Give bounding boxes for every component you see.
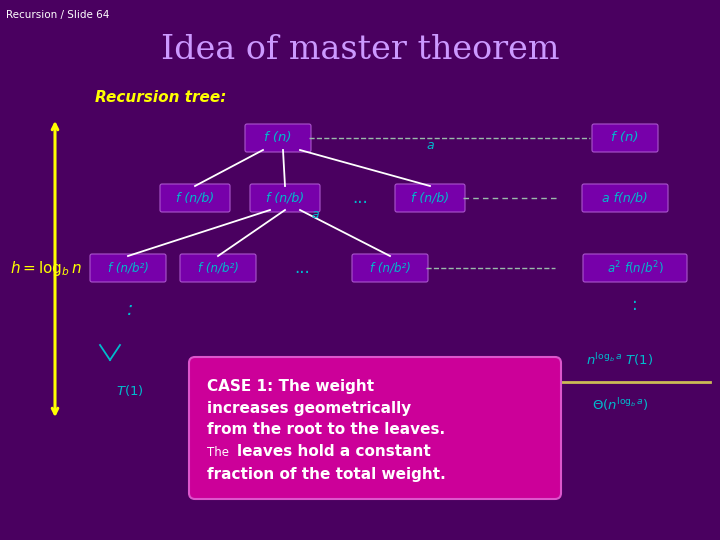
- Text: f (n/b): f (n/b): [176, 192, 214, 205]
- Text: f (n/b): f (n/b): [411, 192, 449, 205]
- FancyBboxPatch shape: [250, 184, 320, 212]
- Text: a: a: [426, 139, 434, 152]
- Text: fraction of the total weight.: fraction of the total weight.: [207, 467, 446, 482]
- Text: f (n/b²): f (n/b²): [369, 261, 410, 274]
- Text: $\Theta(n^{\log_b a})$: $\Theta(n^{\log_b a})$: [592, 396, 648, 414]
- Text: $T(1)$: $T(1)$: [116, 382, 144, 397]
- Text: Recursion / Slide 64: Recursion / Slide 64: [6, 10, 109, 20]
- Text: f (n): f (n): [264, 132, 292, 145]
- FancyBboxPatch shape: [395, 184, 465, 212]
- Text: a: a: [311, 208, 319, 221]
- Text: f (n/b): f (n/b): [266, 192, 304, 205]
- Text: :: :: [632, 296, 638, 314]
- Text: The: The: [207, 446, 229, 458]
- Text: a f(n/b): a f(n/b): [602, 192, 648, 205]
- FancyBboxPatch shape: [592, 124, 658, 152]
- Text: f (n): f (n): [611, 132, 639, 145]
- FancyBboxPatch shape: [245, 124, 311, 152]
- FancyBboxPatch shape: [90, 254, 166, 282]
- Text: $a^2\ f(n/b^2)$: $a^2\ f(n/b^2)$: [606, 259, 663, 277]
- Text: CASE 1: The weight: CASE 1: The weight: [207, 379, 374, 394]
- Text: $h = \log_b n$: $h = \log_b n$: [10, 259, 82, 278]
- FancyBboxPatch shape: [160, 184, 230, 212]
- Text: :: :: [127, 300, 133, 319]
- Text: $n^{\log_b a}\ T(1)$: $n^{\log_b a}\ T(1)$: [587, 352, 654, 368]
- Text: increases geometrically: increases geometrically: [207, 401, 411, 415]
- Text: f (n/b²): f (n/b²): [107, 261, 148, 274]
- FancyBboxPatch shape: [180, 254, 256, 282]
- Text: leaves hold a constant: leaves hold a constant: [237, 444, 431, 460]
- Text: Recursion tree:: Recursion tree:: [95, 91, 226, 105]
- FancyBboxPatch shape: [583, 254, 687, 282]
- Text: f (n/b²): f (n/b²): [197, 261, 238, 274]
- Text: ...: ...: [352, 189, 368, 207]
- Text: from the root to the leaves.: from the root to the leaves.: [207, 422, 445, 437]
- Text: ...: ...: [294, 259, 310, 277]
- FancyBboxPatch shape: [582, 184, 668, 212]
- Text: Idea of master theorem: Idea of master theorem: [161, 34, 559, 66]
- FancyBboxPatch shape: [189, 357, 561, 499]
- FancyBboxPatch shape: [352, 254, 428, 282]
